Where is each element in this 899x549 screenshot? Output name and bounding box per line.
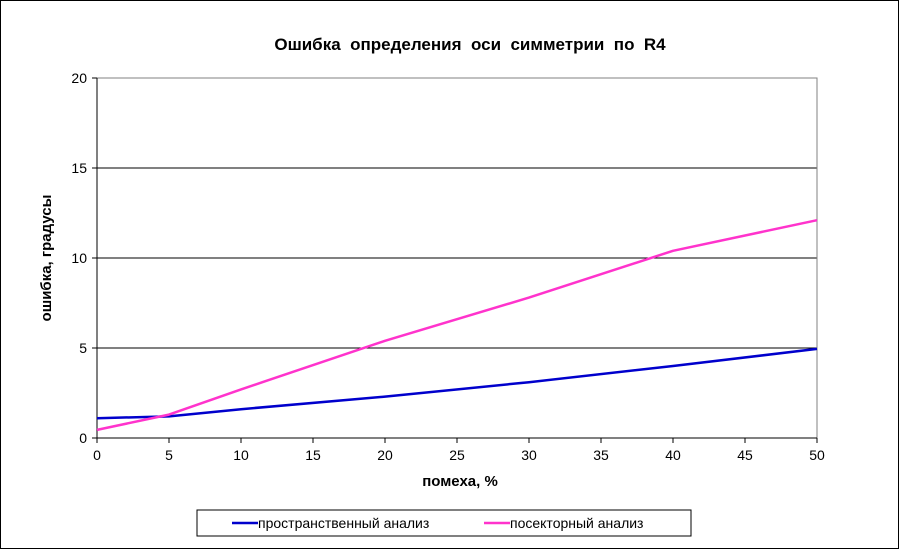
series-line-sector	[96, 218, 818, 432]
series-line-spatial	[96, 347, 818, 420]
x-axis-label: помеха, %	[422, 473, 498, 490]
y-tick-label: 20	[71, 70, 87, 86]
y-tick-label: 5	[79, 340, 87, 356]
x-tick-label: 35	[593, 447, 609, 463]
legend-label-spatial: пространственный анализ	[258, 515, 429, 531]
legend-box	[196, 509, 692, 537]
x-tick-label: 50	[809, 447, 825, 463]
y-tick-label: 15	[71, 160, 87, 176]
x-tick-label: 0	[93, 447, 101, 463]
x-axis: 0 5 10 15 20 25 30 35 40 45 50	[93, 437, 825, 463]
x-tick-label: 10	[233, 447, 249, 463]
x-tick-label: 30	[521, 447, 537, 463]
grid-lines	[97, 77, 817, 349]
y-tick-label: 10	[71, 250, 87, 266]
x-tick-label: 45	[737, 447, 753, 463]
y-axis: 0 5 10 15 20	[71, 70, 98, 446]
x-tick-label: 15	[305, 447, 321, 463]
y-tick-label: 0	[79, 430, 87, 446]
x-tick-label: 25	[449, 447, 465, 463]
y-axis-label: ошибка, градусы	[38, 195, 55, 322]
x-tick-label: 5	[165, 447, 173, 463]
legend: пространственный анализ посекторный анал…	[196, 509, 692, 537]
x-tick-label: 20	[377, 447, 393, 463]
x-tick-label: 40	[665, 447, 681, 463]
series-group	[96, 218, 818, 432]
legend-label-sector: посекторный анализ	[510, 515, 643, 531]
chart-title: Ошибка определения оси симметрии по R4	[274, 35, 666, 54]
